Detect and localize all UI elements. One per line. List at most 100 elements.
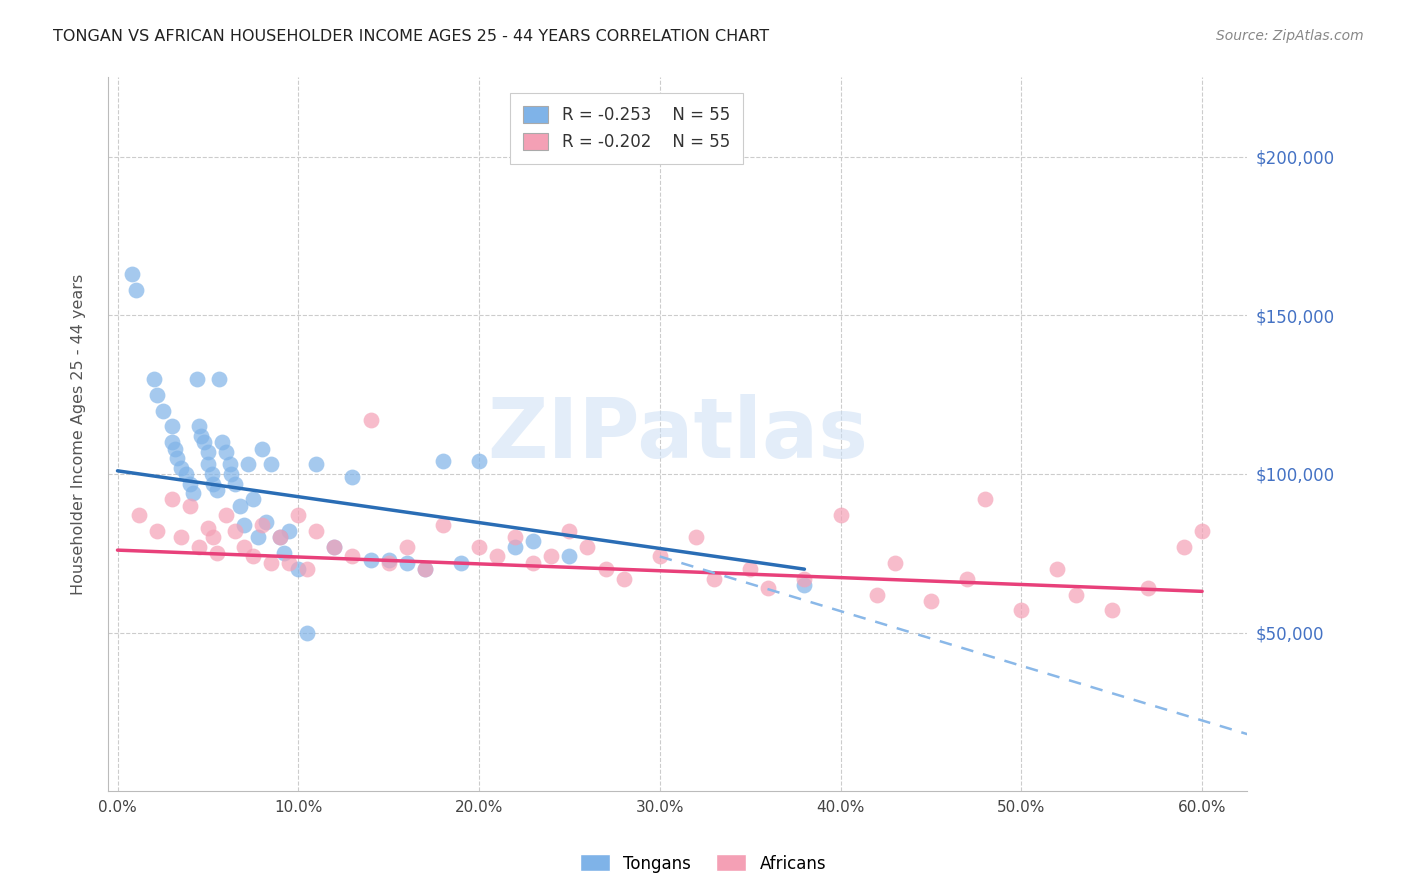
Text: Source: ZipAtlas.com: Source: ZipAtlas.com: [1216, 29, 1364, 43]
Point: [166, 451, 188, 466]
Point: [273, 546, 295, 560]
Point: [395, 540, 418, 554]
Point: [205, 483, 228, 497]
Point: [486, 549, 509, 564]
Point: [956, 572, 979, 586]
Point: [558, 549, 581, 564]
Point: [247, 531, 270, 545]
Point: [215, 444, 238, 458]
Point: [830, 508, 852, 523]
Point: [377, 552, 399, 566]
Point: [193, 435, 215, 450]
Point: [305, 458, 328, 472]
Point: [432, 517, 454, 532]
Point: [242, 549, 264, 564]
Point: [160, 419, 183, 434]
Point: [165, 442, 187, 456]
Point: [260, 556, 283, 570]
Point: [229, 499, 252, 513]
Point: [146, 387, 169, 401]
Point: [224, 524, 246, 538]
Point: [197, 444, 219, 458]
Point: [287, 508, 309, 523]
Point: [613, 572, 636, 586]
Point: [297, 562, 319, 576]
Point: [468, 454, 491, 468]
Point: [360, 552, 382, 566]
Point: [323, 540, 346, 554]
Point: [1101, 603, 1123, 617]
Point: [179, 499, 201, 513]
Point: [197, 458, 219, 472]
Point: [278, 556, 301, 570]
Point: [360, 413, 382, 427]
Point: [202, 531, 225, 545]
Point: [269, 531, 291, 545]
Point: [323, 540, 346, 554]
Point: [218, 458, 240, 472]
Point: [503, 531, 526, 545]
Point: [236, 458, 259, 472]
Point: [202, 476, 225, 491]
Point: [146, 524, 169, 538]
Point: [1191, 524, 1213, 538]
Point: [883, 556, 905, 570]
Point: [208, 372, 231, 386]
Point: [522, 556, 544, 570]
Point: [297, 625, 319, 640]
Point: [1173, 540, 1195, 554]
Point: [576, 540, 599, 554]
Point: [648, 549, 671, 564]
Point: [233, 517, 256, 532]
Point: [685, 531, 707, 545]
Point: [142, 372, 165, 386]
Point: [558, 524, 581, 538]
Point: [522, 533, 544, 548]
Point: [224, 476, 246, 491]
Point: [211, 435, 233, 450]
Legend: Tongans, Africans: Tongans, Africans: [574, 847, 832, 880]
Point: [1046, 562, 1069, 576]
Point: [703, 572, 725, 586]
Point: [128, 508, 150, 523]
Point: [205, 546, 228, 560]
Point: [756, 581, 779, 595]
Legend: R = -0.253    N = 55, R = -0.202    N = 55: R = -0.253 N = 55, R = -0.202 N = 55: [510, 93, 744, 164]
Point: [793, 572, 815, 586]
Point: [450, 556, 472, 570]
Point: [183, 486, 205, 500]
Point: [215, 508, 238, 523]
Text: ZIPatlas: ZIPatlas: [488, 394, 869, 475]
Point: [187, 419, 209, 434]
Point: [540, 549, 562, 564]
Point: [152, 403, 174, 417]
Point: [221, 467, 243, 481]
Point: [595, 562, 617, 576]
Y-axis label: Householder Income Ages 25 - 44 years: Householder Income Ages 25 - 44 years: [72, 274, 86, 595]
Point: [121, 267, 143, 281]
Point: [432, 454, 454, 468]
Point: [124, 283, 146, 297]
Point: [395, 556, 418, 570]
Point: [160, 435, 183, 450]
Point: [250, 517, 273, 532]
Point: [197, 521, 219, 535]
Point: [1010, 603, 1032, 617]
Point: [866, 588, 889, 602]
Point: [413, 562, 436, 576]
Text: TONGAN VS AFRICAN HOUSEHOLDER INCOME AGES 25 - 44 YEARS CORRELATION CHART: TONGAN VS AFRICAN HOUSEHOLDER INCOME AGE…: [53, 29, 769, 44]
Point: [200, 467, 222, 481]
Point: [793, 578, 815, 592]
Point: [179, 476, 201, 491]
Point: [974, 492, 997, 507]
Point: [342, 470, 364, 484]
Point: [503, 540, 526, 554]
Point: [242, 492, 264, 507]
Point: [190, 429, 212, 443]
Point: [920, 594, 942, 608]
Point: [174, 467, 197, 481]
Point: [254, 515, 277, 529]
Point: [468, 540, 491, 554]
Point: [305, 524, 328, 538]
Point: [250, 442, 273, 456]
